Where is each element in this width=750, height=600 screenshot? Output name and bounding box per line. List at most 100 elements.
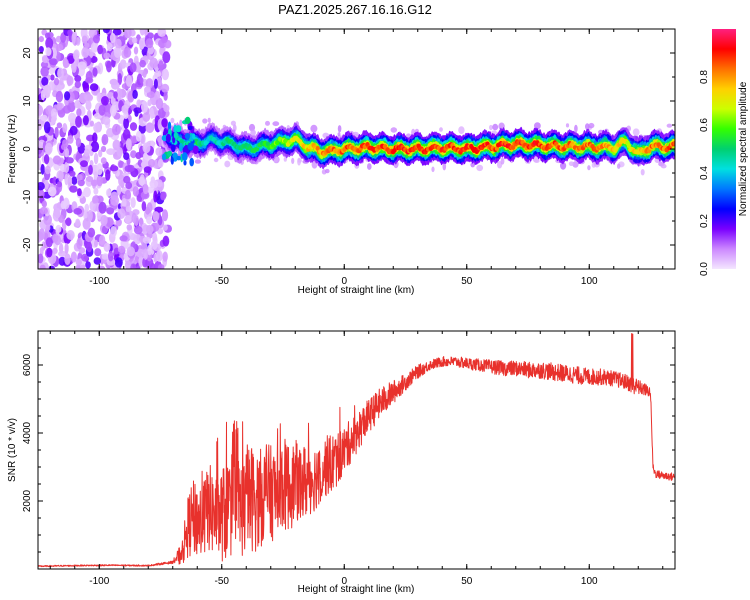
heatmap-noise-cell (129, 122, 138, 131)
heatmap-noise-cell (81, 35, 88, 44)
heatmap-noise-cell (92, 196, 99, 204)
heatmap-noise-cell (82, 82, 90, 93)
heatmap-noise-cell (265, 120, 270, 126)
heatmap-noise-cell (250, 129, 256, 137)
heatmap-noise-cell (71, 32, 76, 45)
heatmap-noise-cell (77, 61, 87, 70)
heatmap-noise-cell (310, 124, 318, 133)
heatmap-noise-cell (56, 102, 63, 111)
heatmap-noise-cell (157, 118, 163, 130)
spectrogram-x-label: Height of straight line (km) (298, 285, 415, 296)
heatmap-ridge-cell (176, 155, 181, 161)
heatmap-noise-cell (568, 161, 575, 166)
y-tick-label: 0 (22, 146, 33, 152)
heatmap-noise-cell (85, 100, 92, 111)
heatmap-noise-cell (157, 29, 167, 37)
heatmap-noise-cell (39, 206, 48, 215)
heatmap-noise-cell (84, 42, 90, 49)
heatmap-noise-cell (86, 242, 93, 253)
heatmap-noise-cell (337, 132, 341, 137)
heatmap-noise-cell (163, 91, 168, 101)
heatmap-noise-cell (89, 120, 94, 127)
heatmap-noise-cell (65, 157, 74, 164)
heatmap-noise-cell (130, 150, 137, 159)
heatmap-ridge-cell (161, 118, 168, 128)
snr-series-line (38, 333, 675, 568)
heatmap-noise-cell (100, 157, 107, 165)
heatmap-noise-cell (574, 124, 578, 133)
heatmap-noise-cell (162, 224, 168, 231)
heatmap-noise-cell (170, 117, 175, 124)
heatmap-noise-cell (93, 122, 101, 133)
heatmap-noise-cell (94, 239, 98, 248)
heatmap-noise-cell (103, 242, 111, 252)
heatmap-noise-cell (81, 47, 90, 58)
heatmap-noise-cell (45, 47, 52, 56)
heatmap-noise-cell (55, 224, 62, 233)
heatmap-ridge-cell (187, 125, 193, 131)
heatmap-noise-cell (123, 47, 132, 58)
heatmap-noise-cell (179, 119, 183, 127)
heatmap-noise-cell (67, 29, 73, 37)
colorbar-tick-label: 0.2 (699, 214, 710, 228)
heatmap-noise-cell (110, 226, 117, 237)
heatmap-noise-cell (47, 186, 57, 197)
heatmap-noise-cell (57, 181, 62, 188)
heatmap-noise-cell (50, 108, 58, 120)
heatmap-noise-cell (54, 126, 59, 139)
heatmap-noise-cell (90, 179, 98, 187)
heatmap-noise-cell (65, 218, 72, 226)
heatmap-noise-cell (135, 130, 142, 142)
heatmap-noise-cell (41, 55, 50, 64)
heatmap-noise-cell (44, 142, 53, 155)
heatmap-noise-cell (105, 169, 111, 181)
heatmap-noise-cell (163, 104, 170, 113)
heatmap-noise-cell (194, 159, 201, 164)
heatmap-noise-cell (141, 201, 147, 212)
colorbar-tick-label: 0.8 (699, 70, 710, 84)
heatmap-noise-cell (134, 109, 139, 117)
heatmap-noise-cell (489, 124, 493, 131)
heatmap-noise-cell (43, 154, 50, 165)
heatmap-noise-cell (64, 91, 71, 101)
heatmap-noise-cell (572, 161, 579, 168)
heatmap-noise-cell (88, 164, 93, 175)
heatmap-noise-cell (41, 200, 48, 208)
heatmap-ridge-cell (192, 133, 196, 140)
heatmap-noise-cell (58, 256, 66, 266)
heatmap-noise-cell (67, 135, 74, 144)
y-tick-label: -20 (22, 237, 33, 252)
heatmap-noise-cell (130, 197, 136, 209)
heatmap-noise-cell (48, 67, 55, 75)
heatmap-noise-cell (75, 137, 82, 148)
heatmap-noise-cell (161, 209, 169, 222)
heatmap-noise-cell (297, 157, 301, 166)
heatmap-noise-cell (124, 189, 131, 200)
heatmap-noise-cell (110, 105, 117, 117)
heatmap-noise-cell (100, 145, 107, 153)
heatmap-noise-cell (139, 29, 146, 36)
heatmap-noise-cell (73, 50, 79, 61)
heatmap-noise-cell (162, 235, 170, 247)
heatmap-noise-cell (38, 46, 44, 53)
x-tick-label: -100 (89, 576, 109, 587)
heatmap-noise-cell (56, 122, 63, 129)
heatmap-noise-cell (587, 165, 591, 171)
heatmap-noise-cell (476, 164, 484, 172)
heatmap-noise-cell (130, 263, 137, 269)
heatmap-noise-cell (161, 68, 169, 81)
heatmap-noise-cell (660, 164, 667, 169)
heatmap-noise-cell (112, 29, 122, 36)
heatmap-ridge-cell (181, 152, 188, 162)
heatmap-noise-cell (458, 126, 465, 134)
x-tick-label: -100 (89, 276, 109, 287)
heatmap-noise-cell (117, 245, 125, 254)
heatmap-noise-cell (74, 75, 82, 83)
heatmap-noise-cell (40, 66, 49, 77)
heatmap-noise-cell (76, 174, 83, 181)
heatmap-noise-cell (133, 46, 139, 55)
heatmap-noise-cell (64, 147, 70, 158)
heatmap-noise-cell (146, 202, 153, 213)
heatmap-noise-cell (89, 83, 99, 92)
